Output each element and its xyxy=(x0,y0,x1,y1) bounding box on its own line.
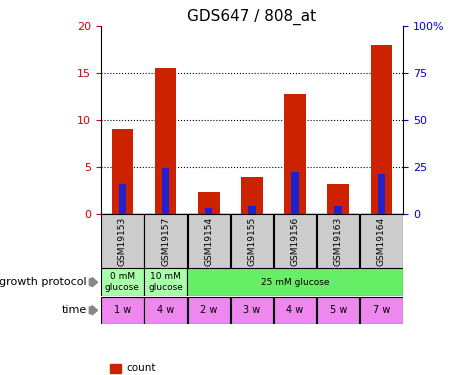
Text: 1 w: 1 w xyxy=(114,305,131,315)
Bar xyxy=(378,174,385,214)
FancyBboxPatch shape xyxy=(144,297,187,324)
Bar xyxy=(241,177,263,214)
Bar xyxy=(371,45,392,214)
Text: GSM19154: GSM19154 xyxy=(204,216,213,266)
Text: 5 w: 5 w xyxy=(330,305,347,315)
Text: 4 w: 4 w xyxy=(157,305,174,315)
FancyBboxPatch shape xyxy=(317,214,360,268)
FancyBboxPatch shape xyxy=(101,214,143,268)
Text: time: time xyxy=(62,305,87,315)
Text: 4 w: 4 w xyxy=(286,305,304,315)
Text: 25 mM glucose: 25 mM glucose xyxy=(261,278,329,286)
Text: GSM19156: GSM19156 xyxy=(290,216,300,266)
Text: 7 w: 7 w xyxy=(373,305,390,315)
Text: GSM19163: GSM19163 xyxy=(334,216,343,266)
Bar xyxy=(284,94,306,214)
Text: GSM19157: GSM19157 xyxy=(161,216,170,266)
Bar xyxy=(205,208,213,214)
FancyBboxPatch shape xyxy=(231,214,273,268)
Bar xyxy=(334,206,342,214)
Text: 3 w: 3 w xyxy=(243,305,261,315)
FancyBboxPatch shape xyxy=(101,268,144,296)
FancyBboxPatch shape xyxy=(274,297,316,324)
Bar xyxy=(248,206,256,214)
FancyBboxPatch shape xyxy=(317,297,360,324)
Bar xyxy=(198,192,219,214)
Text: GSM19153: GSM19153 xyxy=(118,216,127,266)
FancyBboxPatch shape xyxy=(187,268,403,296)
Text: GSM19155: GSM19155 xyxy=(247,216,256,266)
FancyBboxPatch shape xyxy=(360,297,403,324)
Bar xyxy=(119,184,126,214)
Text: 10 mM
glucose: 10 mM glucose xyxy=(148,273,183,292)
Bar xyxy=(327,184,349,214)
FancyBboxPatch shape xyxy=(231,297,273,324)
Text: 0 mM
glucose: 0 mM glucose xyxy=(105,273,140,292)
FancyBboxPatch shape xyxy=(144,214,187,268)
Text: growth protocol: growth protocol xyxy=(0,277,87,287)
Text: count: count xyxy=(126,363,155,373)
FancyBboxPatch shape xyxy=(101,297,143,324)
Text: 2 w: 2 w xyxy=(200,305,218,315)
Bar xyxy=(155,68,176,214)
Text: GSM19164: GSM19164 xyxy=(377,216,386,266)
Bar xyxy=(112,129,133,214)
Bar xyxy=(291,171,299,214)
FancyBboxPatch shape xyxy=(144,268,187,296)
Title: GDS647 / 808_at: GDS647 / 808_at xyxy=(187,9,316,25)
FancyBboxPatch shape xyxy=(188,214,230,268)
Bar xyxy=(162,168,169,214)
FancyBboxPatch shape xyxy=(360,214,403,268)
FancyBboxPatch shape xyxy=(188,297,230,324)
FancyBboxPatch shape xyxy=(274,214,316,268)
